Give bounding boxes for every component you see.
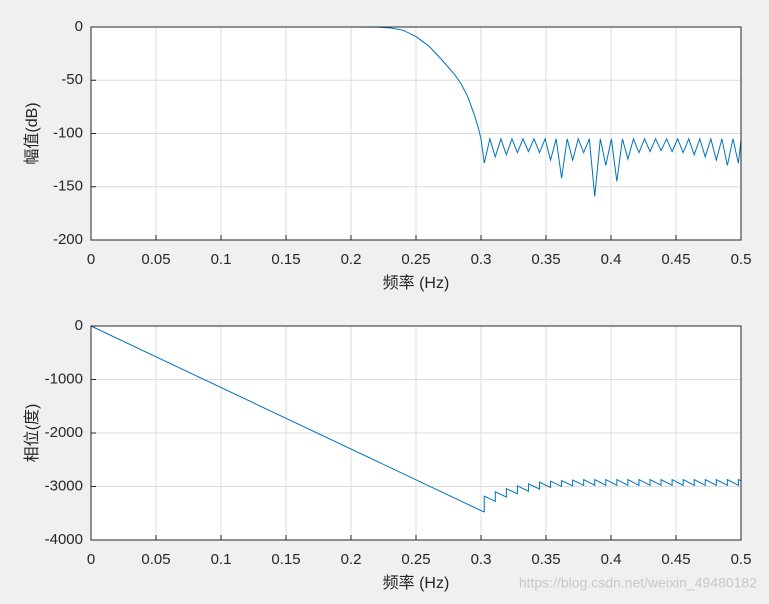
x-tick-label: 0.3 (471, 551, 492, 568)
x-tick-label: 0.45 (661, 551, 690, 568)
x-tick-label: 0.1 (211, 251, 232, 268)
watermark: https://blog.csdn.net/weixin_49480182 (519, 575, 757, 591)
y-tick-label: -2000 (45, 424, 83, 441)
x-tick-label: 0.35 (531, 251, 560, 268)
x-tick-label: 0.05 (141, 551, 170, 568)
line (91, 26, 742, 197)
y-tick-label: 0 (75, 18, 83, 35)
x-tick-label: 0.4 (601, 551, 622, 568)
x-tick-label: 0.5 (731, 251, 752, 268)
x-tick-label: 0.3 (471, 251, 492, 268)
x-tick-label: 0.05 (141, 251, 170, 268)
y-axis-label: 幅值(dB) (23, 102, 41, 164)
axes-box (90, 325, 742, 541)
y-tick-label: -4000 (45, 531, 83, 548)
x-tick-label: 0.4 (601, 251, 622, 268)
x-axis-label: 频率 (Hz) (383, 574, 450, 592)
y-tick-label: 0 (75, 317, 83, 334)
x-tick-label: 0.1 (211, 551, 232, 568)
x-tick-label: 0 (87, 251, 95, 268)
y-tick-label: -200 (53, 231, 83, 248)
x-tick-label: 0.35 (531, 551, 560, 568)
x-tick-label: 0.25 (401, 551, 430, 568)
x-tick-label: 0.15 (271, 551, 300, 568)
line (90, 325, 742, 513)
y-tick-label: -3000 (45, 477, 83, 494)
x-tick-label: 0.5 (731, 551, 752, 568)
x-tick-label: 0.15 (271, 251, 300, 268)
y-tick-label: -50 (61, 71, 83, 88)
y-tick-label: -100 (53, 124, 83, 141)
x-tick-label: 0.45 (661, 251, 690, 268)
x-tick-label: 0.25 (401, 251, 430, 268)
y-tick-label: -150 (53, 178, 83, 195)
y-tick-label: -1000 (45, 370, 83, 387)
x-tick-label: 0.2 (341, 251, 362, 268)
axes-box (90, 26, 742, 241)
x-tick-label: 0.2 (341, 551, 362, 568)
x-axis-label: 频率 (Hz) (383, 274, 450, 292)
x-tick-label: 0 (87, 551, 95, 568)
y-axis-label: 相位(度) (23, 404, 41, 463)
